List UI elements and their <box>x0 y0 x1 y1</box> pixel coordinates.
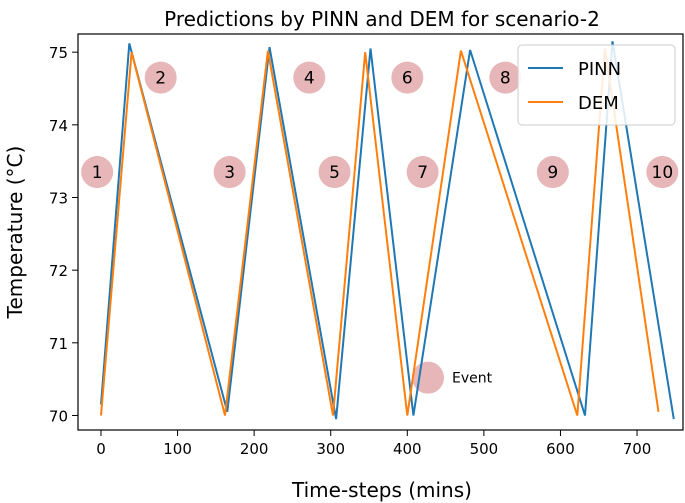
y-tick-label-73: 73 <box>49 189 68 207</box>
x-axis-label: Time-steps (mins) <box>291 478 472 502</box>
event-label-1: 1 <box>92 163 103 183</box>
event-label-4: 4 <box>304 69 315 89</box>
event-legend-label: Event <box>452 371 493 387</box>
plot-frame <box>77 33 684 431</box>
event-label-8: 8 <box>500 69 511 89</box>
x-tick-label-100: 100 <box>163 440 192 458</box>
x-tick-label-500: 500 <box>470 440 499 458</box>
y-tick-label-70: 70 <box>49 407 68 425</box>
x-tick-label-200: 200 <box>240 440 269 458</box>
event-marker-5 <box>318 156 351 189</box>
y-tick-label-75: 75 <box>49 44 68 62</box>
x-tick-label-400: 400 <box>393 440 422 458</box>
event-label-5: 5 <box>329 163 340 183</box>
legend-box <box>517 44 676 126</box>
x-tick-label-600: 600 <box>546 440 575 458</box>
series-line-pinn <box>100 41 675 420</box>
event-label-7: 7 <box>417 163 428 183</box>
y-tick-label-71: 71 <box>49 335 68 353</box>
legend: PINN DEM <box>517 44 676 126</box>
series-line-dem <box>100 48 660 416</box>
legend-dem-label: DEM <box>578 93 619 114</box>
event-marker-7 <box>406 156 439 189</box>
event-marker-10 <box>646 156 679 189</box>
event-label-2: 2 <box>155 69 166 89</box>
event-marker-1 <box>81 156 114 189</box>
legend-pinn-label: PINN <box>578 59 621 80</box>
event-label-3: 3 <box>224 163 235 183</box>
event-label-10: 10 <box>652 163 674 183</box>
x-tick-label-0: 0 <box>96 440 106 458</box>
event-marker-3 <box>213 156 246 189</box>
event-marker-2 <box>144 61 177 94</box>
event-label-6: 6 <box>402 69 413 89</box>
y-tick-label-74: 74 <box>49 117 68 135</box>
event-label-9: 9 <box>547 163 558 183</box>
event-marker-4 <box>293 61 326 94</box>
event-marker-8 <box>489 61 522 94</box>
x-tick-label-700: 700 <box>623 440 652 458</box>
event-marker-9 <box>536 156 569 189</box>
y-tick-label-72: 72 <box>49 262 68 280</box>
chart-title: Predictions by PINN and DEM for scenario… <box>164 7 600 31</box>
event-marker-6 <box>391 61 424 94</box>
y-axis-label: Temperature (°C) <box>3 146 27 320</box>
x-tick-label-300: 300 <box>316 440 345 458</box>
